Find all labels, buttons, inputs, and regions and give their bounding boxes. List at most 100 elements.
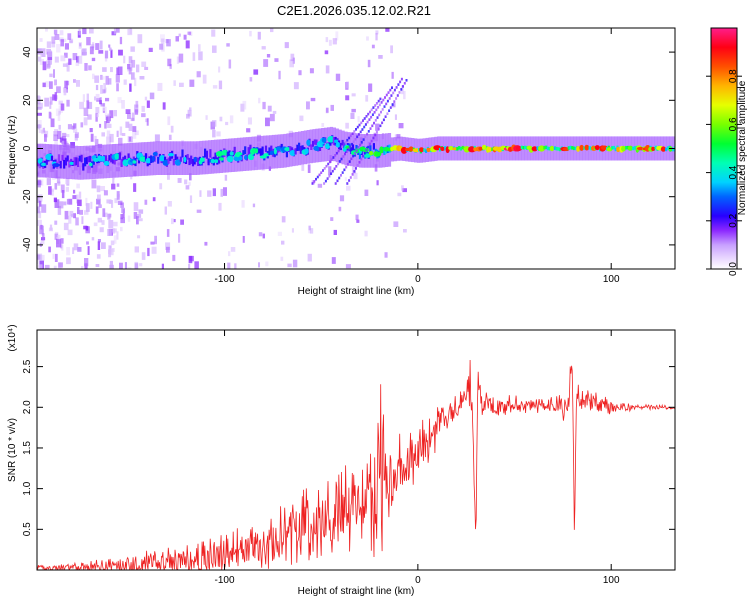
noise-speckle [118,49,123,56]
noise-speckle [123,55,126,64]
ridge-peak [660,146,667,152]
colorbar-label: Normalized spectral amplitude [737,80,748,215]
noise-speckle [37,179,41,188]
chirp-cell [387,91,390,94]
noise-speckle [176,56,180,64]
noise-speckle [308,225,311,231]
noise-speckle [218,202,222,211]
ridge-peak [284,147,291,152]
ridge-cell [190,155,193,164]
noise-speckle [55,108,60,116]
noise-speckle [136,216,139,225]
chirp-cell [369,142,371,146]
noise-speckle [133,212,138,219]
ridge-cell [425,149,428,153]
ridge-cell [611,146,614,150]
noise-speckle [44,264,50,269]
noise-speckle [134,77,137,87]
noise-speckle [330,104,334,111]
noise-speckle [42,82,46,88]
ridge-halo [118,143,122,178]
ridge-cell [64,157,67,166]
noise-speckle [97,217,102,223]
chirp-cell [323,182,326,185]
ridge-cell [259,148,262,156]
ridge-cell [247,147,250,156]
ridge-peak [452,147,457,151]
noise-speckle [116,130,119,137]
noise-speckle [162,102,166,110]
ridge-peak [408,146,414,152]
noise-speckle [56,86,61,94]
ridge-peak [306,139,311,146]
noise-speckle [141,113,146,118]
chirp-cell [399,80,402,84]
noise-speckle [204,241,208,246]
ridge-cell [122,156,125,163]
chirp-cell [393,88,396,92]
ridge-peak [254,148,259,154]
noise-speckle [97,239,101,243]
y-tick-label: 2.5 [22,359,33,373]
noise-speckle [113,235,117,244]
ridge-cell [157,156,160,164]
noise-speckle [81,266,84,269]
noise-speckle [141,61,147,67]
noise-speckle [212,45,217,53]
noise-speckle [166,246,170,253]
noise-speckle [328,39,332,46]
noise-speckle [94,75,100,83]
noise-speckle [82,48,87,56]
noise-speckle [95,107,100,114]
noise-speckle [98,50,104,54]
chirp-cell [356,125,359,129]
y-tick-label: 1.0 [22,481,33,495]
noise-speckle [58,110,61,115]
noise-speckle [95,113,98,122]
noise-speckle [332,38,337,45]
ridge-peak [183,156,187,163]
ridge-cell [197,157,200,166]
noise-speckle [78,28,81,36]
ridge-cell [329,140,332,146]
noise-speckle [147,247,150,257]
noise-speckle [85,225,89,231]
chirp-cell [355,128,357,131]
noise-speckle [38,56,42,62]
ridge-halo [263,135,267,170]
noise-speckle [391,103,396,108]
chirp-cell [360,121,363,125]
noise-speckle [53,197,57,203]
noise-speckle [107,123,112,128]
noise-speckle [346,81,349,89]
noise-speckle [49,73,53,78]
noise-speckle [189,79,195,87]
chirp-cell [374,133,377,137]
ridge-cell [80,154,83,163]
chirp-cell [402,85,404,88]
chirp-cell [395,86,398,89]
noise-speckle [89,128,93,133]
noise-speckle [137,214,142,218]
noise-speckle [401,85,404,95]
noise-speckle [53,134,58,141]
ridge-cell [567,146,570,150]
noise-speckle [357,116,360,123]
noise-speckle [68,58,72,65]
noise-speckle [64,52,68,58]
noise-speckle [385,28,390,32]
noise-speckle [219,116,223,122]
noise-speckle [351,166,356,174]
ridge-cell [583,146,586,150]
noise-speckle [108,249,112,258]
noise-speckle [111,31,116,36]
ridge-cell [188,157,191,166]
ridge-cell [233,146,236,156]
noise-speckle [100,85,103,94]
noise-speckle [95,93,100,101]
noise-speckle [69,38,74,43]
noise-speckle [52,94,56,101]
ridge-cell [491,147,494,151]
noise-speckle [218,66,221,73]
ridge-cell [350,147,353,154]
